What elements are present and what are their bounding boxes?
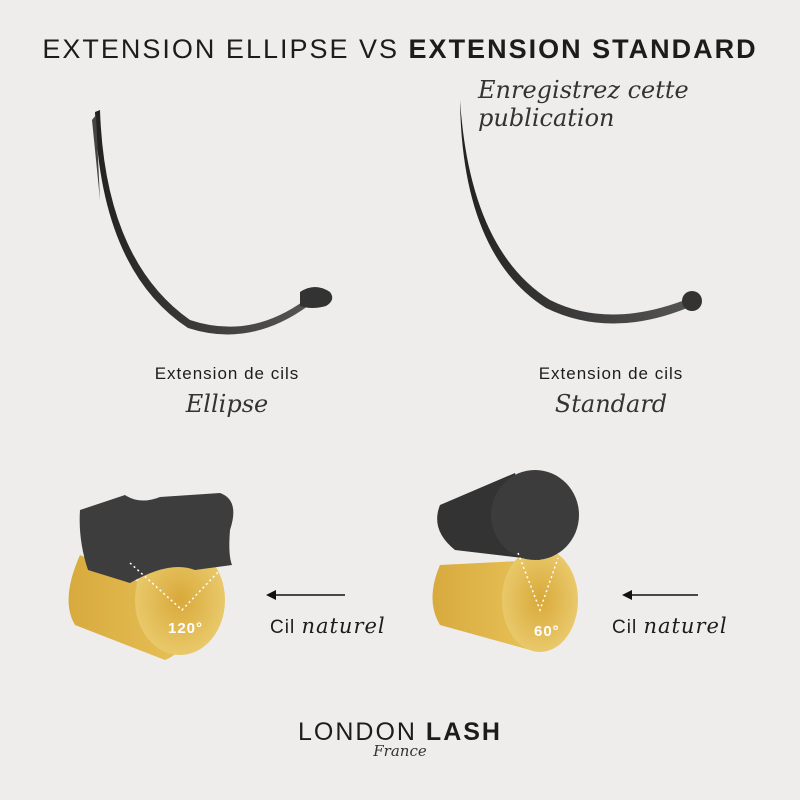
page-title: EXTENSION ELLIPSE VS EXTENSION STANDARD bbox=[0, 34, 800, 65]
natural-label: Cil bbox=[612, 617, 638, 638]
right-caption: Extension de cils bbox=[538, 364, 684, 383]
right-angle: 60° bbox=[534, 623, 560, 640]
arrow-left-icon bbox=[622, 590, 698, 600]
left-natural-label: Cil naturel bbox=[270, 614, 386, 639]
standard-lash-base bbox=[682, 291, 702, 311]
logo-light: LONDON bbox=[298, 718, 417, 746]
standard-lash bbox=[460, 100, 692, 324]
ellipse-lash-tip bbox=[92, 115, 100, 200]
logo-bold: LASH bbox=[425, 718, 502, 746]
ellipse-lash-base bbox=[300, 287, 333, 308]
arrow-left-icon bbox=[266, 590, 345, 600]
left-caption: Extension de cils bbox=[154, 364, 300, 383]
save-prompt: Enregistrez cette publication bbox=[478, 76, 689, 132]
natural-script: naturel bbox=[643, 614, 728, 638]
right-type: Standard bbox=[554, 390, 668, 418]
logo-sub: France bbox=[373, 742, 427, 760]
brand-logo: LONDON LASH bbox=[0, 718, 800, 747]
left-type: Ellipse bbox=[185, 390, 269, 418]
right-natural-label: Cil naturel bbox=[612, 614, 728, 639]
natural-script: naturel bbox=[301, 614, 386, 638]
ellipse-lash-section bbox=[79, 493, 234, 583]
title-light: EXTENSION ELLIPSE VS bbox=[42, 34, 400, 64]
natural-label: Cil bbox=[270, 617, 296, 638]
ellipse-lash bbox=[95, 110, 308, 335]
title-bold: EXTENSION STANDARD bbox=[408, 34, 758, 64]
left-angle: 120° bbox=[168, 620, 204, 637]
